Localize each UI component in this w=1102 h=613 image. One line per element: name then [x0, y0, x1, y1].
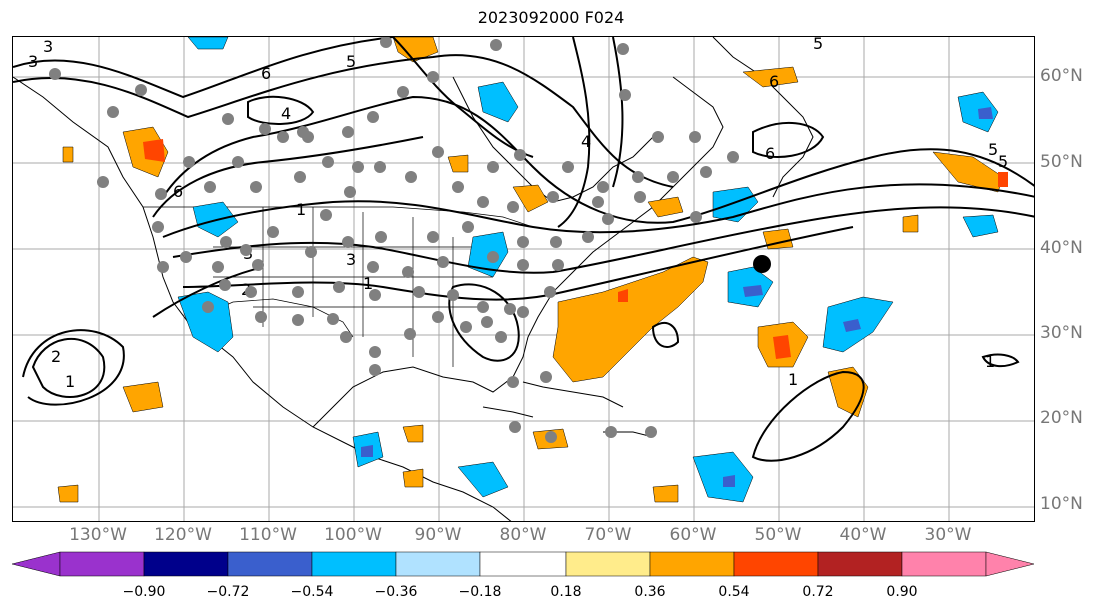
lat-label: 20°N: [1040, 408, 1083, 428]
contour-label: 4: [281, 104, 291, 123]
lon-label: 100°W: [324, 525, 382, 545]
lon-label: 80°W: [499, 525, 547, 545]
contour-label: 1: [788, 370, 798, 389]
colorbar-tick-label: 0.90: [886, 584, 918, 600]
contour-label: 3: [43, 37, 53, 56]
colorbar-tick-label: 0.36: [634, 584, 666, 600]
colorbar: [11, 551, 1035, 577]
storm-marker: [753, 255, 771, 273]
contour-label: 6: [765, 144, 775, 163]
strong-negative-shading: [361, 107, 993, 487]
colorbar-tick-label: −0.36: [374, 584, 418, 600]
lon-label: 40°W: [839, 525, 887, 545]
lon-label: 70°W: [584, 525, 632, 545]
lat-label: 30°N: [1040, 323, 1083, 343]
colorbar-segment: [985, 551, 1035, 577]
colorbar-segment: [395, 551, 481, 577]
map-panel[interactable]: 5 6 4 3 2 1 6 5 6 5 6 3 1 2 1 3 1 1 4 3 …: [12, 36, 1035, 522]
graticule: [13, 37, 1034, 521]
colorbar-segment: [59, 551, 145, 577]
contour-label: 6: [769, 72, 779, 91]
colorbar-segment: [227, 551, 313, 577]
contour-label: 1: [363, 274, 373, 293]
colorbar-tick-label: −0.72: [206, 584, 250, 600]
contour-label: 1: [985, 352, 995, 371]
contours: [13, 37, 1034, 462]
colorbar-segment: [901, 551, 987, 577]
colorbar-tick-label: 0.18: [550, 584, 582, 600]
contour-label: 5: [998, 152, 1008, 171]
colorbar-segment: [733, 551, 819, 577]
contour-label: 3: [28, 52, 38, 71]
colorbar-segment: [143, 551, 229, 577]
map-title: 2023092000 F024: [477, 8, 625, 27]
contour-label: 6: [261, 64, 271, 83]
strong-positive-shading: [143, 139, 1008, 359]
contour-label: 2: [51, 347, 61, 366]
contour-label: 5: [813, 37, 823, 53]
colorbar-segment: [311, 551, 397, 577]
colorbar-segment: [479, 551, 567, 577]
lon-label: 130°W: [69, 525, 127, 545]
lat-label: 50°N: [1040, 152, 1083, 172]
contour-label: 4: [581, 132, 591, 151]
contour-label: 5: [346, 52, 356, 71]
contour-label: 1: [296, 200, 306, 219]
lat-label: 10°N: [1040, 494, 1083, 514]
colorbar-tick-label: −0.90: [122, 584, 166, 600]
station-dots: [49, 37, 739, 443]
lon-label: 50°W: [754, 525, 802, 545]
lat-label: 60°N: [1040, 66, 1083, 86]
colorbar-segment: [649, 551, 735, 577]
lat-label: 40°N: [1040, 238, 1083, 258]
lon-label: 30°W: [924, 525, 972, 545]
colorbar-tick-label: 0.54: [718, 584, 750, 600]
colorbar-segment: [817, 551, 903, 577]
contour-label: 5: [988, 140, 998, 159]
colorbar-segment: [565, 551, 651, 577]
lon-label: 90°W: [414, 525, 462, 545]
lon-label: 120°W: [154, 525, 212, 545]
positive-shading: [57, 37, 1004, 503]
colorbar-tick-label: −0.54: [290, 584, 334, 600]
colorbar-tick-label: 0.72: [802, 584, 834, 600]
contour-label: 3: [346, 250, 356, 269]
lon-label: 110°W: [239, 525, 297, 545]
colorbar-tick-label: −0.18: [458, 584, 502, 600]
colorbar-segment: [11, 551, 61, 577]
map-svg: 5 6 4 3 2 1 6 5 6 5 6 3 1 2 1 3 1 1 4 3 …: [13, 37, 1034, 521]
lon-label: 60°W: [669, 525, 717, 545]
contour-label: 6: [173, 182, 183, 201]
contour-label: 1: [65, 372, 75, 391]
